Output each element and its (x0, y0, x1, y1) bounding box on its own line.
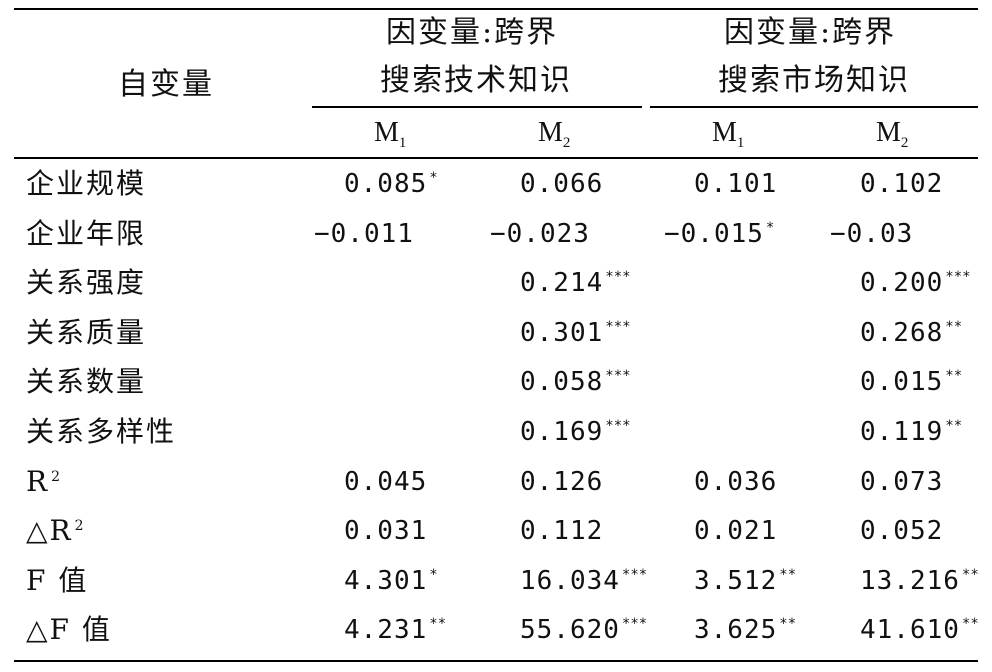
significance-stars: ** (429, 616, 447, 633)
table-cell: 0.073 (860, 466, 944, 497)
group1-title-line1: 因变量:跨界 (386, 15, 559, 50)
table-cell: 0.036 (694, 466, 778, 497)
significance-stars: ** (945, 418, 963, 434)
table-cell: 0.119 ** (860, 417, 963, 447)
significance-stars: *** (605, 318, 631, 335)
table-cell: 0.126 (520, 466, 604, 497)
significance-stars: *** (605, 368, 631, 385)
bottom-rule (14, 660, 978, 662)
significance-stars: ** (961, 616, 979, 633)
col-m1-tech: M1 (374, 117, 407, 151)
table-cell: 0.021 (694, 516, 778, 547)
group2-title-line2: 搜索市场知识 (718, 63, 910, 98)
table-cell: 0.200 *** (860, 268, 971, 299)
group2-underline (650, 106, 978, 108)
significance-stars: *** (621, 616, 648, 633)
row-label: 关系强度 (26, 266, 147, 300)
row-label: △R 2 (26, 514, 84, 548)
row-label: 关系数量 (26, 365, 147, 399)
significance-stars: * (429, 566, 438, 583)
significance-stars: ** (945, 318, 963, 335)
significance-stars: * (429, 170, 438, 186)
col-m2-market: M2 (876, 117, 909, 151)
row-label: 关系多样性 (26, 415, 177, 448)
significance-stars: ** (779, 566, 797, 583)
significance-stars: *** (605, 269, 631, 286)
significance-stars: * (765, 219, 775, 236)
significance-stars: *** (945, 269, 971, 286)
row-label: 企业年限 (26, 216, 147, 250)
table-cell: 0.102 (860, 169, 944, 199)
table-cell: 16.034 *** (520, 565, 648, 596)
table-cell: 41.610 ** (860, 615, 979, 646)
table-cell: 0.045 (344, 466, 428, 497)
header-rule (14, 157, 978, 159)
table-cell: 4.231 ** (344, 615, 447, 646)
significance-stars: ** (779, 616, 797, 633)
significance-stars: ** (945, 368, 963, 385)
significance-stars: *** (605, 418, 631, 434)
table-cell: 0.112 (520, 516, 604, 547)
top-rule (14, 8, 978, 10)
table-cell: 0.268 ** (860, 317, 963, 348)
table-cell: 0.301 *** (520, 317, 631, 348)
table-cell: 0.052 (860, 516, 944, 547)
table-cell: 3.512 ** (694, 565, 797, 596)
row-label: 企业规模 (26, 167, 147, 200)
row-label: F 值 (26, 563, 89, 597)
group1-title-line2: 搜索技术知识 (380, 63, 572, 98)
table-cell: 3.625 ** (694, 615, 797, 646)
row-label: △F 值 (26, 613, 112, 647)
row-header-label: 自变量 (118, 67, 214, 102)
col-m2-tech: M2 (538, 117, 571, 151)
table-cell: 13.216 ** (860, 565, 979, 596)
group2-title-line1: 因变量:跨界 (724, 15, 897, 50)
significance-stars: *** (621, 566, 648, 583)
table-cell: −0.015 * (664, 218, 775, 249)
table-cell: 0.066 (520, 169, 604, 199)
table-cell: 0.169 *** (520, 417, 631, 447)
significance-stars: ** (961, 566, 979, 583)
table-cell: 4.301 * (344, 565, 438, 596)
table-cell: 0.058 *** (520, 367, 631, 398)
table-cell: −0.011 (314, 218, 414, 249)
table-cell: 55.620 *** (520, 615, 648, 646)
table-cell: 0.015 ** (860, 367, 963, 398)
row-label: 关系质量 (26, 315, 147, 349)
table-cell: −0.023 (490, 218, 590, 249)
group1-underline (312, 106, 642, 108)
table-cell: 0.085 * (344, 169, 438, 199)
table-cell: 0.101 (694, 169, 778, 199)
table-cell: 0.214 *** (520, 268, 631, 299)
table-cell: 0.031 (344, 516, 428, 547)
col-m1-market: M1 (712, 117, 745, 151)
table-cell: −0.03 (830, 218, 914, 249)
